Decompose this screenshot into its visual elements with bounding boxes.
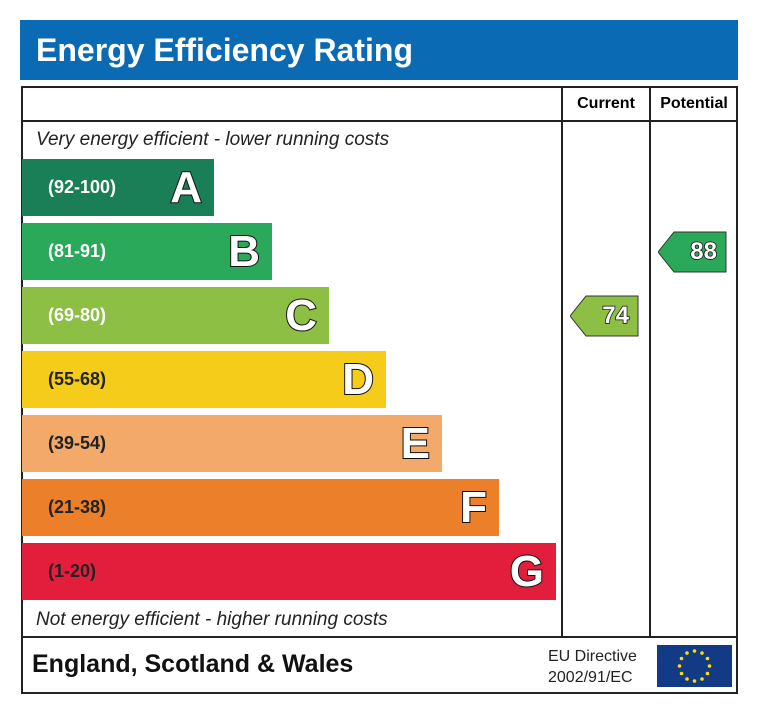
band-range: (55-68) (48, 369, 107, 389)
arrow-shape (570, 295, 639, 337)
band-range: (39-54) (48, 433, 107, 453)
band-letter: A (169, 162, 203, 213)
arrow-shape (658, 231, 727, 273)
band-letter: G (509, 546, 545, 597)
band-range: (1-20) (48, 561, 97, 581)
eu-directive: EU Directive 2002/91/EC (548, 646, 637, 688)
directive-line2: 2002/91/EC (548, 669, 633, 686)
band-bar-f: (21-38) F (22, 479, 499, 536)
band-range: (92-100) (48, 177, 117, 197)
band-bar-c: (69-80) C (22, 287, 329, 344)
band-range: (69-80) (48, 305, 107, 325)
divider (21, 120, 738, 122)
band-letter: D (341, 354, 375, 405)
top-note: Very energy efficient - lower running co… (36, 129, 390, 150)
region-label: England, Scotland & Wales (32, 650, 354, 678)
band-range: (81-91) (48, 241, 107, 261)
directive-line1: EU Directive (548, 648, 637, 665)
eu-flag-icon (657, 645, 732, 687)
column-header-potential: Potential (660, 95, 728, 112)
band-bar-g: (1-20) G (22, 543, 556, 600)
band-bar-d: (55-68) D (22, 351, 386, 408)
current-rating-value: 74 (602, 301, 630, 330)
band-letter: B (227, 226, 261, 277)
band-letter: F (459, 482, 488, 533)
divider (21, 636, 738, 638)
chart-title: Energy Efficiency Rating (36, 32, 413, 68)
band-bar-b: (81-91) B (22, 223, 272, 280)
band-range: (21-38) (48, 497, 107, 517)
current-rating-arrow: 74 (570, 295, 639, 337)
band-bar-a: (92-100) A (22, 159, 214, 216)
column-header-current: Current (577, 95, 635, 112)
potential-rating-value: 88 (690, 237, 718, 266)
band-bar-e: (39-54) E (22, 415, 442, 472)
potential-rating-arrow: 88 (658, 231, 727, 273)
band-letter: C (284, 290, 318, 341)
divider (561, 86, 563, 638)
band-letter: E (400, 418, 431, 469)
title-bar: Energy Efficiency Rating (20, 20, 738, 80)
divider (649, 86, 651, 638)
bottom-note: Not energy efficient - higher running co… (36, 609, 388, 630)
